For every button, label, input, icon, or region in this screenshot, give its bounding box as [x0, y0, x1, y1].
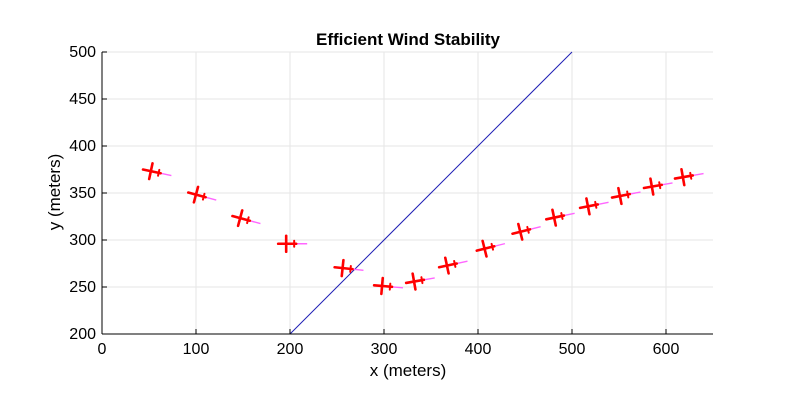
aircraft-wings [192, 185, 200, 204]
aircraft-tail [157, 168, 161, 177]
aircraft-marker [231, 209, 261, 228]
y-tick-label: 200 [69, 326, 96, 343]
y-tick-label: 500 [69, 44, 96, 61]
aircraft-tail [658, 181, 662, 190]
aircraft-marker [578, 197, 609, 216]
x-tick-label: 0 [98, 341, 107, 358]
chart-title: Efficient Wind Stability [316, 30, 501, 49]
x-tick-label: 100 [183, 341, 210, 358]
aircraft-marker [372, 276, 404, 296]
aircraft-marker [437, 256, 468, 275]
aircraft-wings [236, 209, 244, 228]
y-tick-label: 350 [69, 185, 96, 202]
aircraft-tail [560, 212, 564, 220]
aircraft-marker [544, 208, 575, 227]
aircraft-tail [626, 190, 630, 199]
aircraft-wings [517, 222, 524, 241]
x-tick-label: 500 [559, 341, 586, 358]
aircraft-tail [201, 192, 206, 201]
aircraft-marker [511, 222, 541, 241]
aircraft-wings [443, 256, 450, 275]
aircraft-tail [689, 171, 693, 180]
x-tick-label: 400 [465, 341, 492, 358]
y-tick-label: 300 [69, 232, 96, 249]
aircraft-tail [526, 225, 530, 234]
axes: 0 100 200 300 400 500 600 200 250 300 350 400 450 500 [69, 44, 713, 358]
aircraft-tail [388, 282, 392, 291]
aircraft-wings [617, 186, 623, 206]
aircraft-marker [673, 168, 704, 187]
aircraft-wings [481, 239, 488, 258]
aircraft-wings [340, 258, 345, 278]
aircraft-tail [349, 264, 352, 273]
aircraft-marker [333, 258, 364, 278]
aircraft-wings [147, 162, 154, 181]
aircraft-marker [610, 186, 641, 206]
aircraft-tail [594, 200, 598, 209]
y-tick-label: 450 [69, 91, 96, 108]
aircraft-marker [475, 239, 506, 258]
grid [101, 51, 713, 335]
aircraft-marker [404, 272, 435, 291]
aircraft-wings [551, 208, 558, 227]
aircraft-tail [453, 259, 457, 268]
y-tick-label: 400 [69, 138, 96, 155]
aircraft-marker [642, 177, 673, 196]
aircraft-wings [411, 272, 417, 291]
y-tick-label: 250 [69, 279, 96, 296]
aircraft-tail [490, 242, 495, 251]
aircraft-marker [186, 185, 217, 204]
x-tick-label: 300 [371, 341, 398, 358]
aircraft-wings [585, 197, 591, 216]
x-tick-label: 200 [277, 341, 304, 358]
x-axis-label: x (meters) [370, 361, 447, 380]
aircraft-marker [141, 162, 172, 181]
aircraft-marker [276, 234, 308, 254]
y-axis-label: y (meters) [45, 154, 64, 231]
x-tick-label: 600 [653, 341, 680, 358]
aircraft-wings [680, 168, 686, 187]
aircraft-tail [246, 216, 250, 225]
boundary-line [289, 51, 573, 335]
aircraft-wings [380, 276, 385, 296]
aircraft-tail [420, 276, 424, 285]
plot-area [141, 51, 704, 335]
aircraft-wings [649, 177, 655, 196]
